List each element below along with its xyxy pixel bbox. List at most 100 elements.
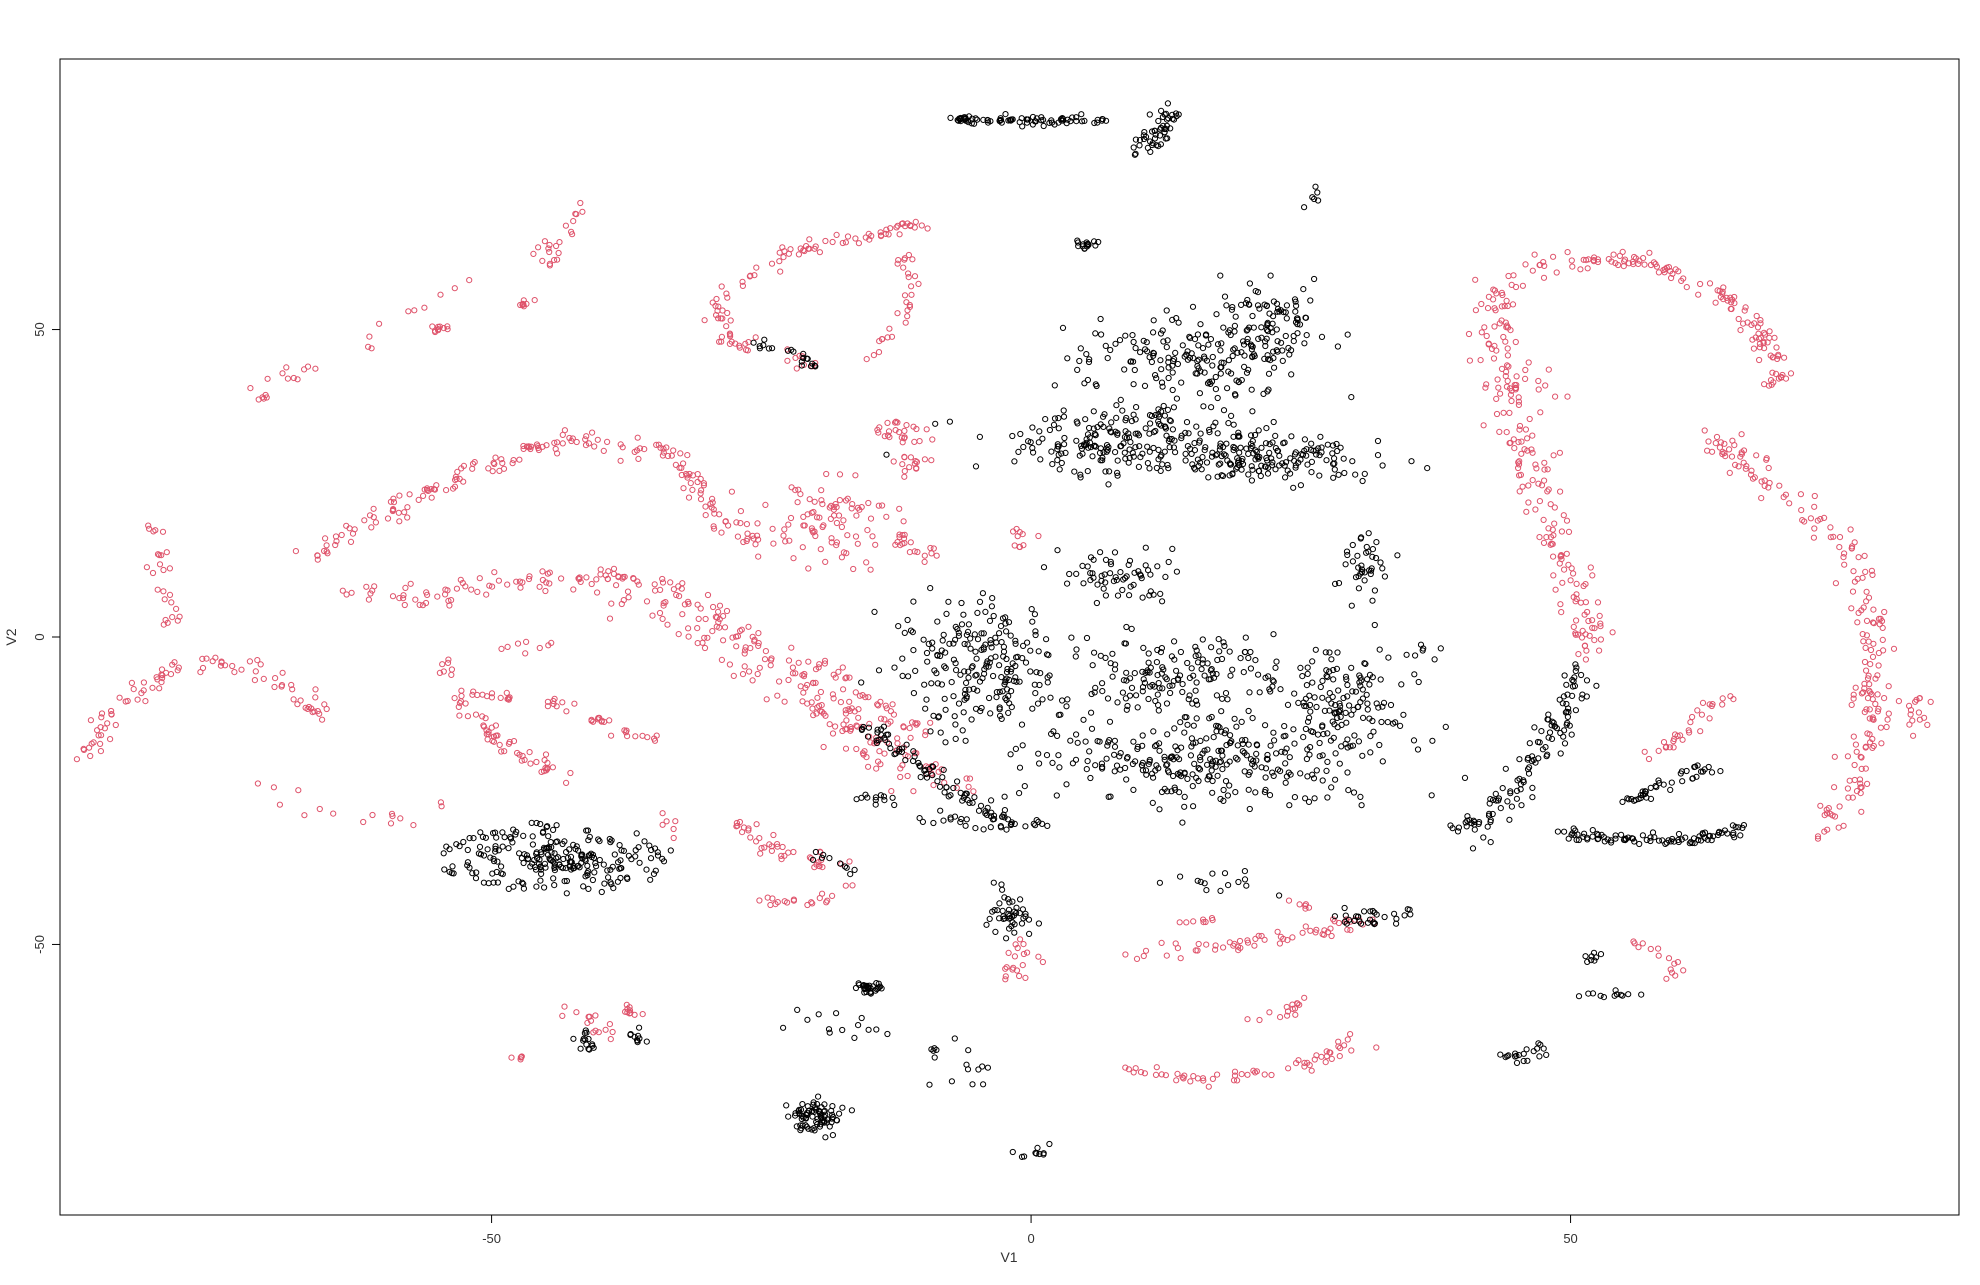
- scatter-point: [799, 672, 806, 679]
- scatter-point: [1639, 940, 1646, 947]
- scatter-point: [643, 866, 650, 873]
- scatter-point: [1123, 434, 1130, 441]
- scatter-point: [701, 317, 708, 324]
- scatter-point: [1004, 686, 1011, 693]
- scatter-point: [1220, 639, 1227, 646]
- scatter-point: [865, 763, 872, 770]
- scatter-point: [877, 233, 885, 240]
- scatter-point: [964, 628, 972, 636]
- scatter-point: [108, 707, 115, 715]
- scatter-point: [415, 496, 422, 503]
- scatter-point: [727, 331, 734, 338]
- scatter-point: [460, 838, 467, 846]
- scatter-point: [541, 884, 548, 891]
- scatter-point: [1244, 335, 1251, 342]
- scatter-point: [1183, 419, 1191, 426]
- scatter-point: [606, 1021, 614, 1028]
- scatter-point: [985, 119, 992, 126]
- scatter-point: [1761, 345, 1768, 352]
- scatter-point: [862, 791, 869, 798]
- scatter-point: [396, 492, 403, 499]
- scatter-point: [1525, 482, 1532, 489]
- scatter-point: [1569, 683, 1577, 690]
- scatter-point: [1255, 455, 1262, 462]
- scatter-point: [1358, 802, 1365, 809]
- scatter-point: [1206, 426, 1213, 433]
- scatter-point: [626, 1010, 633, 1017]
- scatter-point: [1142, 544, 1149, 551]
- scatter-point: [1136, 137, 1144, 144]
- scatter-point: [586, 1046, 593, 1053]
- scatter-point: [436, 323, 443, 330]
- scatter-point: [921, 767, 928, 774]
- scatter-point: [929, 436, 936, 443]
- scatter-point: [1860, 689, 1867, 696]
- scatter-point: [1119, 586, 1126, 594]
- scatter-point: [1306, 751, 1313, 758]
- scatter-point: [1593, 682, 1600, 689]
- scatter-point: [1123, 706, 1130, 713]
- scatter-point: [349, 530, 357, 537]
- scatter-point: [1287, 470, 1294, 477]
- scatter-point: [1249, 715, 1256, 722]
- scatter-point: [175, 664, 182, 671]
- scatter-point: [1155, 117, 1162, 125]
- scatter-point: [910, 647, 917, 654]
- scatter-point: [1214, 341, 1222, 348]
- scatter-point: [833, 519, 841, 527]
- scatter-point: [1199, 656, 1206, 663]
- scatter-point: [1578, 695, 1585, 702]
- scatter-point: [1195, 940, 1202, 948]
- scatter-point: [874, 426, 881, 433]
- scatter-point: [888, 788, 895, 795]
- scatter-point: [1414, 746, 1422, 753]
- scatter-point: [635, 844, 642, 851]
- scatter-point: [1589, 572, 1596, 579]
- scatter-point: [754, 520, 761, 527]
- scatter-point: [939, 774, 946, 781]
- scatter-point: [913, 464, 920, 472]
- scatter-point: [1340, 694, 1347, 702]
- scatter-point: [768, 655, 775, 662]
- scatter-point: [1145, 650, 1152, 657]
- scatter-point: [1374, 437, 1382, 445]
- scatter-point: [1301, 204, 1308, 211]
- scatter-point: [1169, 545, 1176, 553]
- scatter-point: [930, 782, 937, 789]
- scatter-point: [1016, 790, 1023, 797]
- scatter-point: [1205, 676, 1212, 683]
- scatter-point: [1219, 472, 1227, 480]
- scatter-point: [1247, 432, 1255, 439]
- scatter-point: [1116, 753, 1123, 760]
- scatter-point: [1158, 379, 1166, 386]
- scatter-point: [616, 842, 623, 849]
- scatter-point: [607, 839, 614, 846]
- scatter-point: [254, 657, 261, 664]
- scatter-point: [589, 429, 596, 436]
- scatter-point: [608, 600, 615, 607]
- scatter-point: [751, 272, 758, 279]
- scatter-point: [1019, 962, 1026, 969]
- scatter-point: [367, 590, 374, 597]
- scatter-point: [1022, 823, 1029, 830]
- scatter-point: [90, 739, 97, 746]
- scatter-point: [1727, 305, 1734, 312]
- scatter-point: [632, 733, 639, 740]
- scatter-point: [906, 464, 913, 471]
- scatter-point: [1620, 263, 1627, 270]
- scatter-point: [1212, 942, 1219, 949]
- scatter-point: [943, 610, 950, 618]
- scatter-point: [222, 662, 229, 669]
- scatter-point: [1006, 676, 1013, 684]
- scatter-point: [1663, 743, 1670, 750]
- scatter-point: [1150, 317, 1157, 324]
- scatter-point: [553, 822, 560, 829]
- scatter-point: [1274, 766, 1282, 773]
- scatter-point: [1766, 479, 1773, 487]
- scatter-point: [407, 580, 414, 587]
- scatter-point: [533, 883, 540, 890]
- scatter-point: [1304, 461, 1311, 468]
- scatter-point: [1194, 877, 1201, 884]
- scatter-point: [939, 637, 946, 644]
- scatter-point: [1082, 416, 1089, 423]
